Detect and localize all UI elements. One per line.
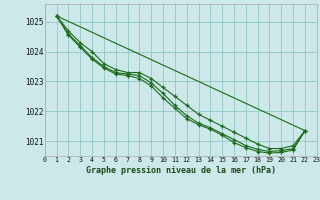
X-axis label: Graphe pression niveau de la mer (hPa): Graphe pression niveau de la mer (hPa) [86,166,276,175]
